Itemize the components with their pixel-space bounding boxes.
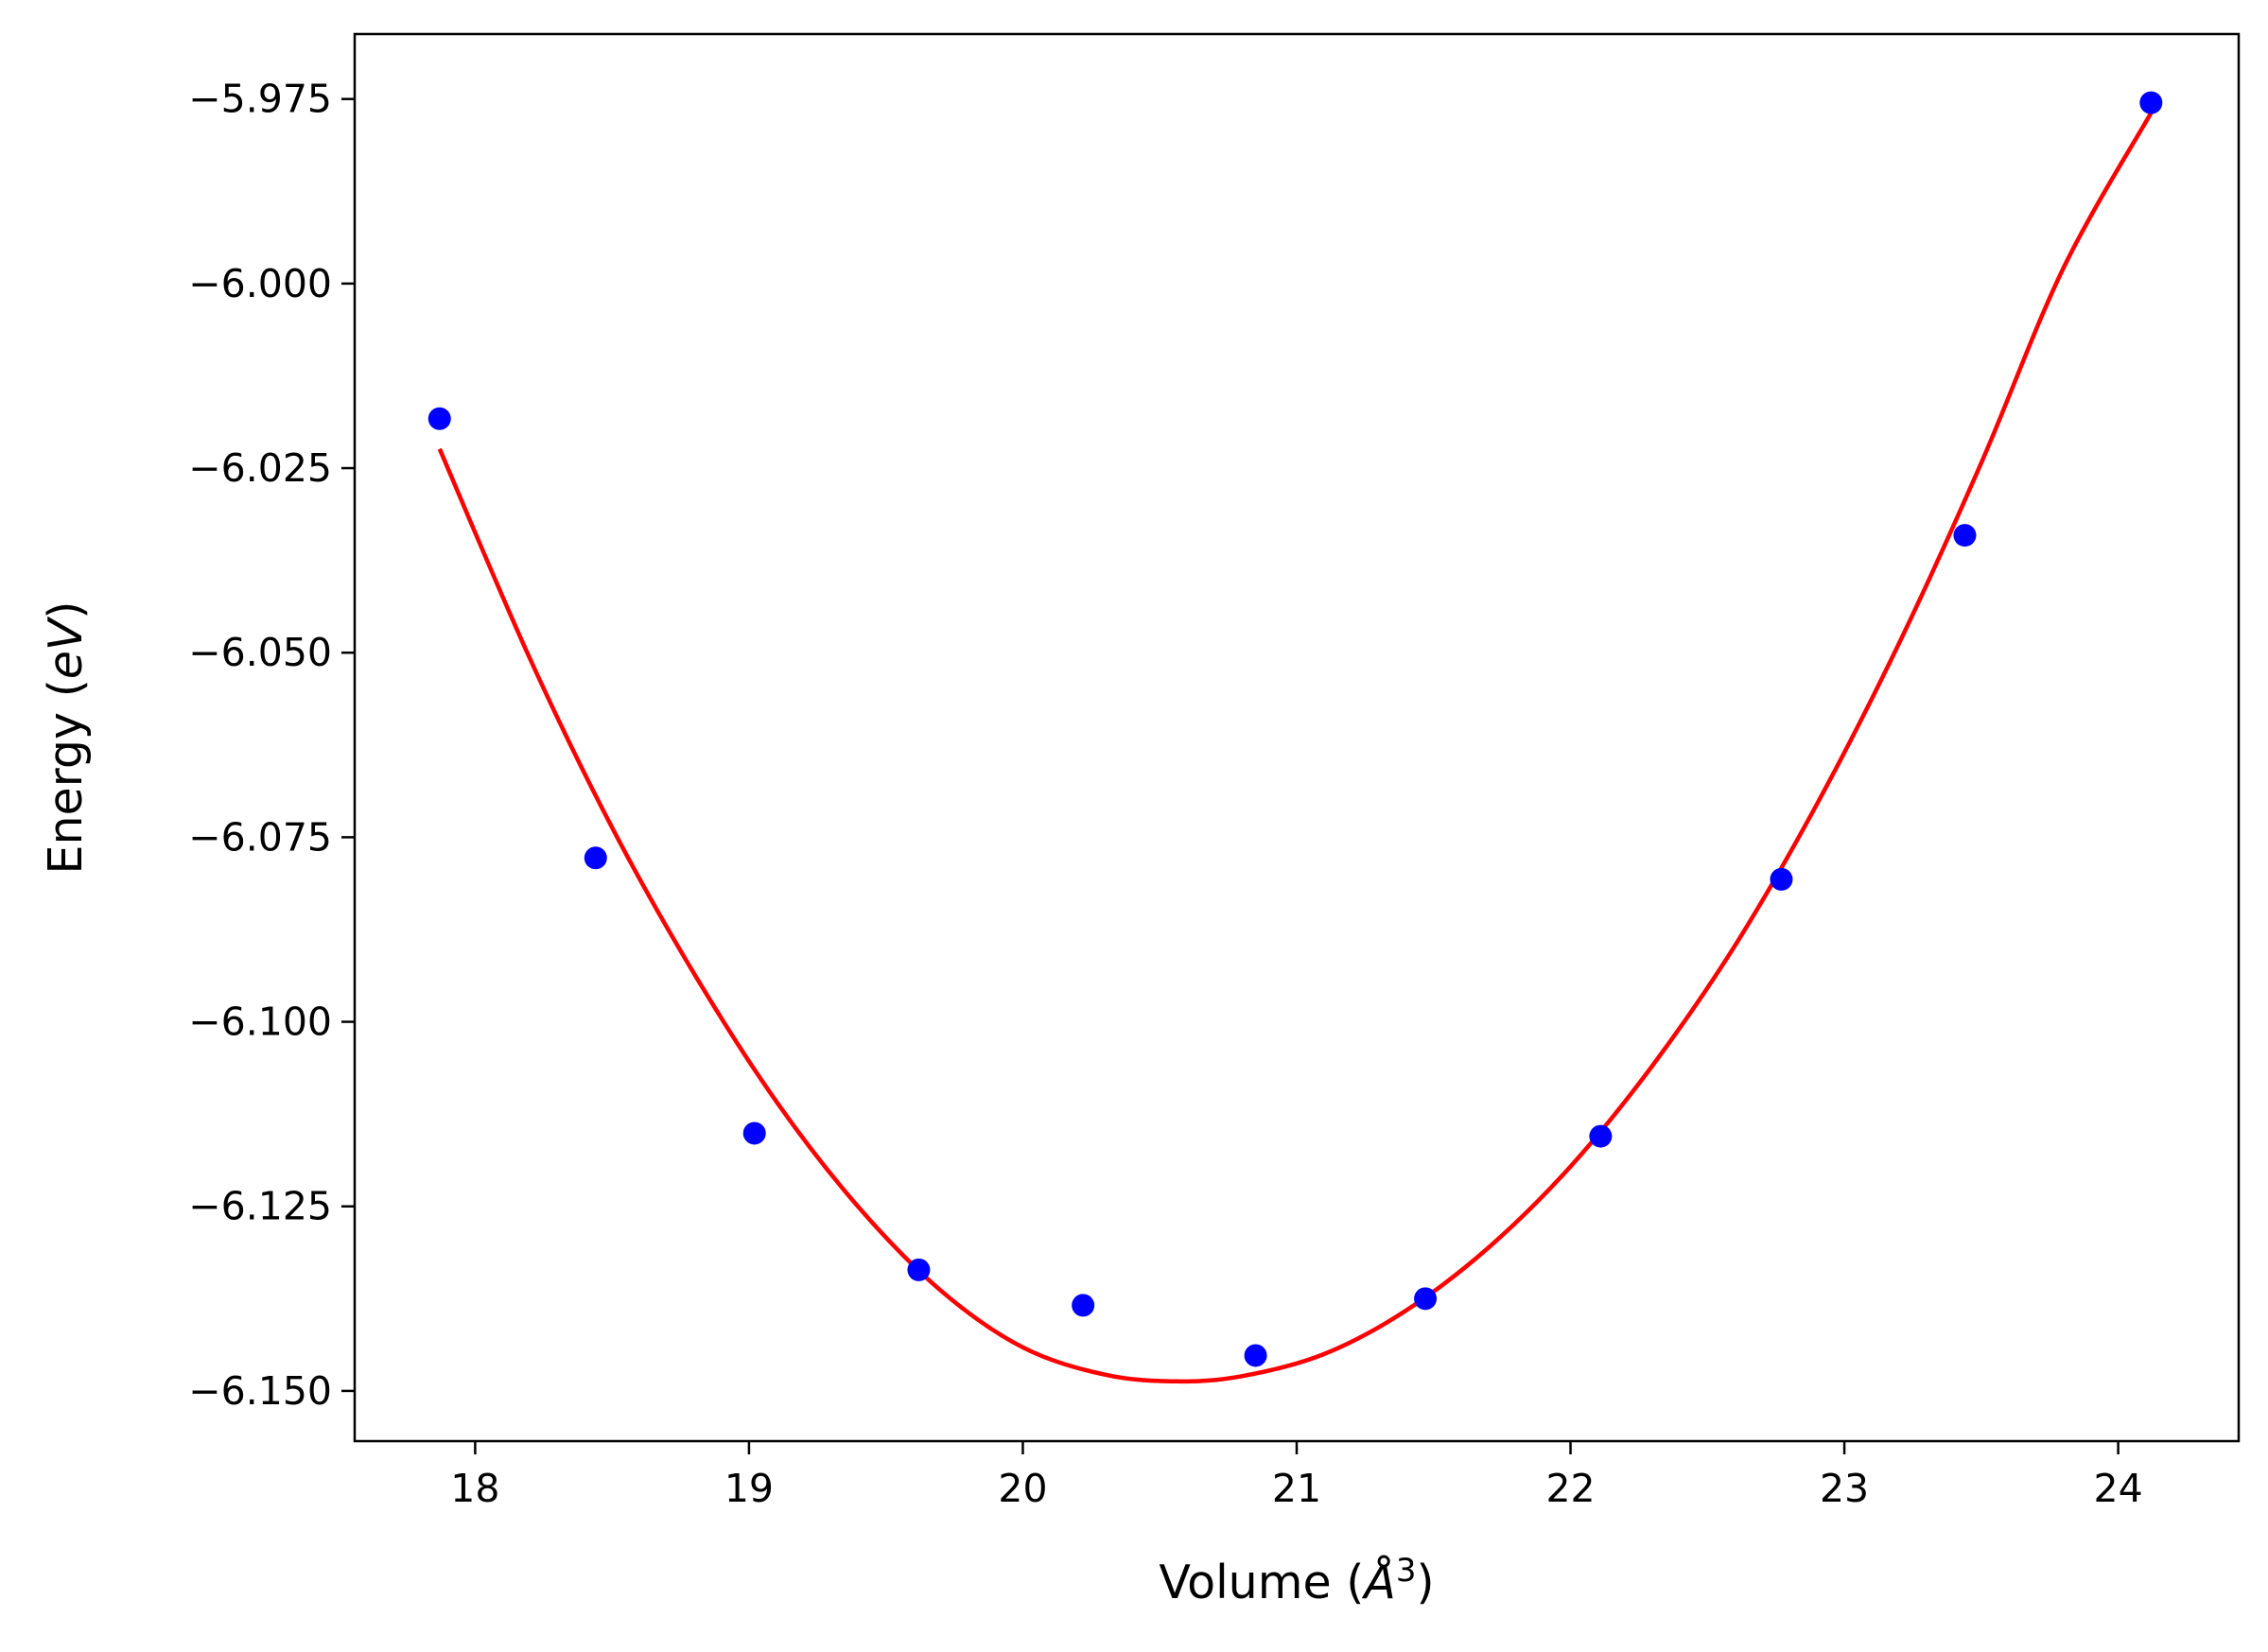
x-tick-label: 20 bbox=[998, 1466, 1047, 1511]
y-tick-label: −6.050 bbox=[188, 630, 332, 675]
data-point bbox=[1953, 524, 1977, 548]
y-axis-ticks: −5.975 −6.000 −6.025 −6.050 −6.075 −6.100 −6.1… bbox=[188, 77, 355, 1414]
y-tick-label: −6.100 bbox=[188, 1000, 332, 1045]
x-tick-label: 21 bbox=[1272, 1466, 1321, 1511]
x-tick-label: 22 bbox=[1545, 1466, 1595, 1511]
y-axis-title: Energy (eV) bbox=[39, 600, 93, 874]
x-axis-title-prefix: Volume ( bbox=[1159, 1556, 1364, 1609]
data-point bbox=[1244, 1344, 1267, 1367]
x-axis-ticks: 18 19 20 21 22 23 24 bbox=[450, 1441, 2143, 1511]
data-point bbox=[2139, 91, 2163, 114]
y-tick-label: −6.025 bbox=[188, 445, 332, 491]
x-axis-title-symbol: Å bbox=[1361, 1554, 1396, 1609]
data-points-layer bbox=[427, 91, 2163, 1367]
x-tick-label: 23 bbox=[1820, 1466, 1869, 1511]
x-tick-label: 24 bbox=[2094, 1466, 2143, 1511]
data-point bbox=[1770, 867, 1793, 891]
y-axis-title-unit: eV bbox=[39, 616, 93, 679]
y-axis-title-suffix: ) bbox=[39, 600, 93, 618]
x-tick-label: 18 bbox=[450, 1466, 499, 1511]
data-point bbox=[427, 407, 451, 430]
x-axis-title: Volume (Å3) bbox=[1159, 1552, 1434, 1609]
y-tick-label: −6.150 bbox=[188, 1368, 332, 1414]
data-point bbox=[584, 846, 607, 870]
y-tick-label: −6.125 bbox=[188, 1184, 332, 1229]
fit-curve-line bbox=[437, 112, 2154, 1384]
y-tick-label: −6.000 bbox=[188, 261, 332, 306]
fit-curve-layer bbox=[437, 112, 2154, 1384]
data-point bbox=[1072, 1294, 1095, 1317]
data-point bbox=[907, 1258, 931, 1281]
data-point bbox=[1414, 1287, 1438, 1311]
y-axis-title-prefix: Energy ( bbox=[39, 679, 93, 874]
y-tick-label: −6.075 bbox=[188, 814, 332, 860]
data-point bbox=[742, 1122, 766, 1145]
x-axis-title-suffix: ) bbox=[1416, 1556, 1434, 1609]
x-axis-title-exponent: 3 bbox=[1396, 1552, 1417, 1590]
data-point bbox=[1589, 1124, 1613, 1148]
x-tick-label: 19 bbox=[724, 1466, 774, 1511]
y-tick-label: −5.975 bbox=[188, 77, 332, 122]
